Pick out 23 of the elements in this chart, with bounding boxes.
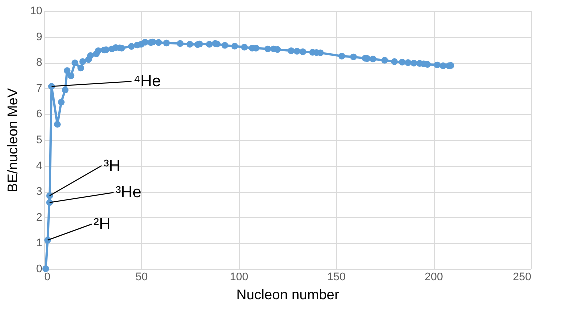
y-tick-label: 6 [36, 108, 42, 121]
y-tick-label: 4 [36, 160, 42, 172]
x-tick-label: 200 [424, 272, 444, 284]
x-tick-label: 250 [513, 272, 532, 284]
annotation: ³He [116, 184, 142, 202]
annotation: ²H [94, 216, 111, 234]
y-tick-label: 7 [36, 82, 42, 95]
x-tick-label: 0 [44, 272, 51, 284]
y-axis-title: BE/nucleon MeV [4, 88, 20, 193]
x-axis-title: Nucleon number [236, 286, 340, 302]
annotation: ³H [104, 158, 121, 175]
x-tick-label: 150 [328, 272, 346, 284]
y-tick-label: 9 [36, 31, 42, 44]
y-tick-label: 10 [30, 6, 42, 18]
y-tick-label: 3 [36, 186, 42, 198]
y-tick-label: 1 [36, 238, 42, 250]
x-tick-label: 50 [136, 272, 148, 284]
y-tick-label: 0 [36, 264, 42, 276]
y-tick-label: 2 [36, 212, 42, 224]
x-tick-label: 100 [230, 272, 248, 284]
y-tick-label: 8 [36, 57, 42, 70]
annotation: ⁴He [134, 74, 162, 91]
y-tick-label: 5 [36, 134, 42, 146]
